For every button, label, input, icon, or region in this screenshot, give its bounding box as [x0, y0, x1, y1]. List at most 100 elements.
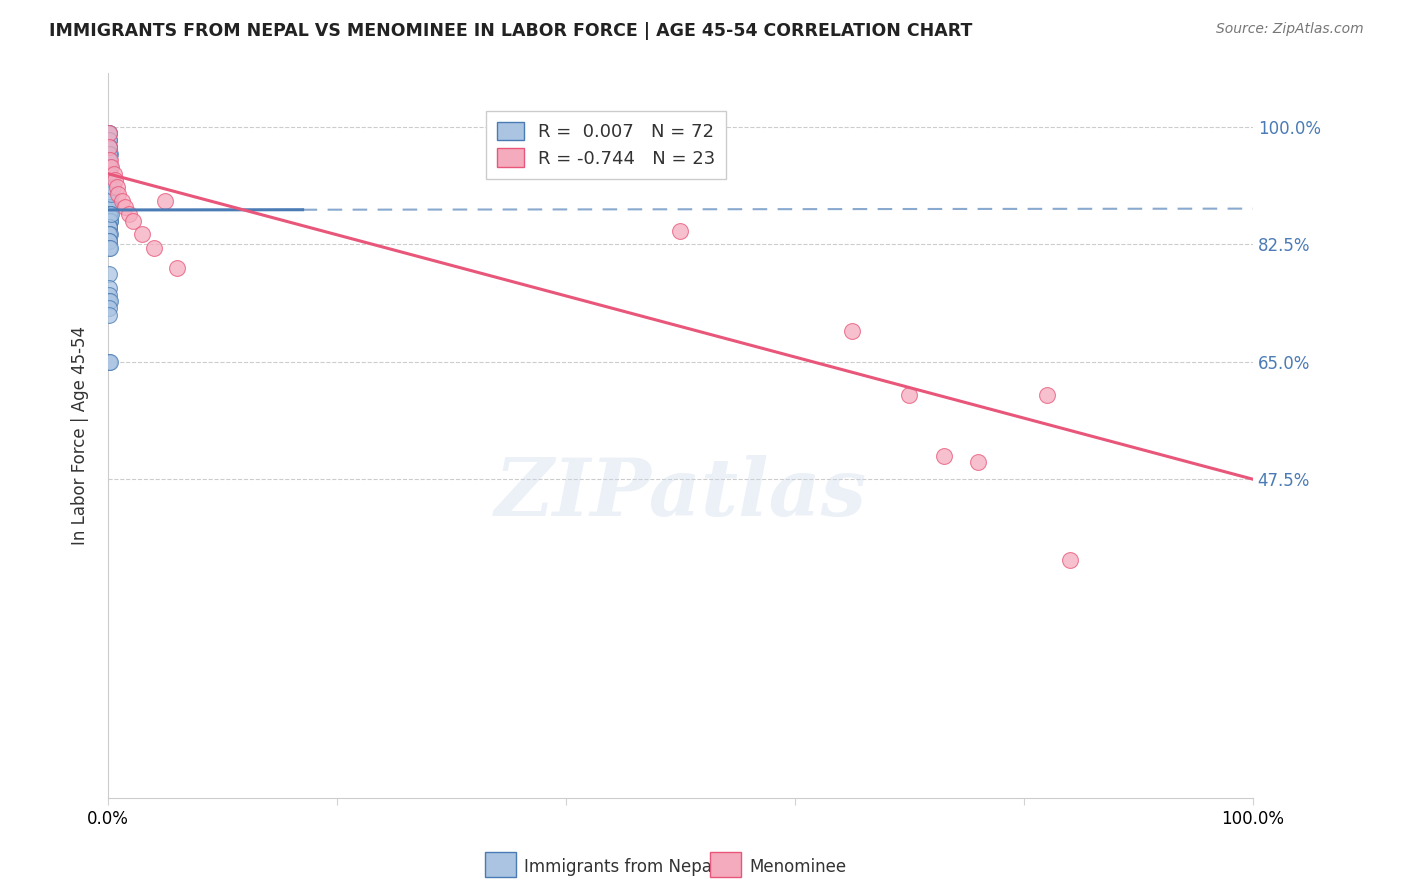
Point — [98, 287, 121, 301]
Point — [98, 207, 121, 221]
Point — [105, 180, 128, 194]
Point — [98, 140, 121, 154]
Point — [97, 200, 120, 214]
Point — [98, 167, 121, 181]
Point — [97, 194, 120, 208]
Point — [104, 173, 127, 187]
Point — [98, 207, 121, 221]
Point — [98, 180, 121, 194]
Point — [1035, 388, 1057, 402]
Point — [97, 308, 120, 322]
Point — [98, 213, 121, 227]
Point — [97, 241, 120, 255]
Point — [98, 186, 121, 201]
Point — [841, 325, 863, 339]
Point — [100, 160, 122, 174]
Point — [97, 194, 120, 208]
Y-axis label: In Labor Force | Age 45-54: In Labor Force | Age 45-54 — [72, 326, 89, 545]
Point — [98, 194, 121, 208]
Point — [98, 194, 121, 208]
Text: ZIPatlas: ZIPatlas — [495, 455, 866, 533]
Point — [97, 200, 120, 214]
Point — [98, 153, 121, 168]
Point — [967, 455, 990, 469]
Point — [98, 200, 121, 214]
Point — [100, 186, 122, 201]
Point — [97, 140, 120, 154]
Point — [97, 220, 120, 235]
Point — [98, 241, 121, 255]
Point — [97, 186, 120, 201]
Point — [97, 354, 120, 368]
Point — [669, 224, 692, 238]
Point — [101, 180, 124, 194]
Point — [97, 180, 120, 194]
Point — [98, 200, 121, 214]
Text: Menominee: Menominee — [749, 858, 846, 876]
Point — [100, 207, 122, 221]
Point — [98, 354, 121, 368]
Point — [97, 127, 120, 141]
Point — [97, 127, 120, 141]
Point — [98, 268, 121, 282]
Point — [97, 133, 120, 147]
Text: IMMIGRANTS FROM NEPAL VS MENOMINEE IN LABOR FORCE | AGE 45-54 CORRELATION CHART: IMMIGRANTS FROM NEPAL VS MENOMINEE IN LA… — [49, 22, 973, 40]
Point — [97, 173, 120, 187]
Point — [142, 241, 165, 255]
Point — [111, 194, 134, 208]
Point — [98, 186, 121, 201]
Point — [98, 207, 121, 221]
Point — [98, 220, 121, 235]
Point — [98, 153, 121, 168]
Point — [97, 200, 120, 214]
Point — [98, 227, 121, 241]
Point — [98, 220, 121, 235]
Point — [97, 146, 120, 161]
Point — [898, 388, 921, 402]
Point — [166, 260, 188, 275]
Point — [97, 234, 120, 248]
Point — [131, 227, 153, 241]
Point — [97, 207, 120, 221]
Point — [98, 213, 121, 227]
Point — [97, 160, 120, 174]
Point — [155, 194, 177, 208]
Point — [98, 180, 121, 194]
Point — [98, 167, 121, 181]
Point — [98, 200, 121, 214]
Point — [97, 213, 120, 227]
Point — [98, 294, 121, 309]
Text: Immigrants from Nepal: Immigrants from Nepal — [524, 858, 717, 876]
Point — [97, 281, 120, 295]
Point — [1059, 553, 1081, 567]
Point — [97, 153, 120, 168]
Point — [97, 207, 120, 221]
Point — [98, 180, 121, 194]
Point — [98, 140, 121, 154]
Point — [103, 167, 125, 181]
Point — [98, 301, 121, 315]
Point — [932, 449, 955, 463]
Point — [98, 146, 121, 161]
Point — [100, 200, 122, 214]
Point — [97, 186, 120, 201]
Point — [122, 213, 145, 227]
Point — [114, 200, 136, 214]
Point — [98, 160, 121, 174]
Point — [97, 127, 120, 141]
Point — [98, 213, 121, 227]
Point — [97, 294, 120, 309]
Point — [98, 207, 121, 221]
Point — [98, 200, 121, 214]
Point — [98, 227, 121, 241]
Point — [98, 234, 121, 248]
Point — [97, 200, 120, 214]
Point — [117, 207, 139, 221]
Text: Source: ZipAtlas.com: Source: ZipAtlas.com — [1216, 22, 1364, 37]
Point — [98, 133, 121, 147]
Point — [97, 207, 120, 221]
Point — [97, 173, 120, 187]
Point — [97, 220, 120, 235]
Point — [98, 213, 121, 227]
Point — [97, 213, 120, 227]
